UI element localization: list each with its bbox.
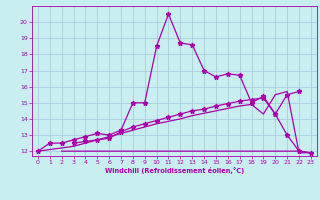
X-axis label: Windchill (Refroidissement éolien,°C): Windchill (Refroidissement éolien,°C) bbox=[105, 167, 244, 174]
